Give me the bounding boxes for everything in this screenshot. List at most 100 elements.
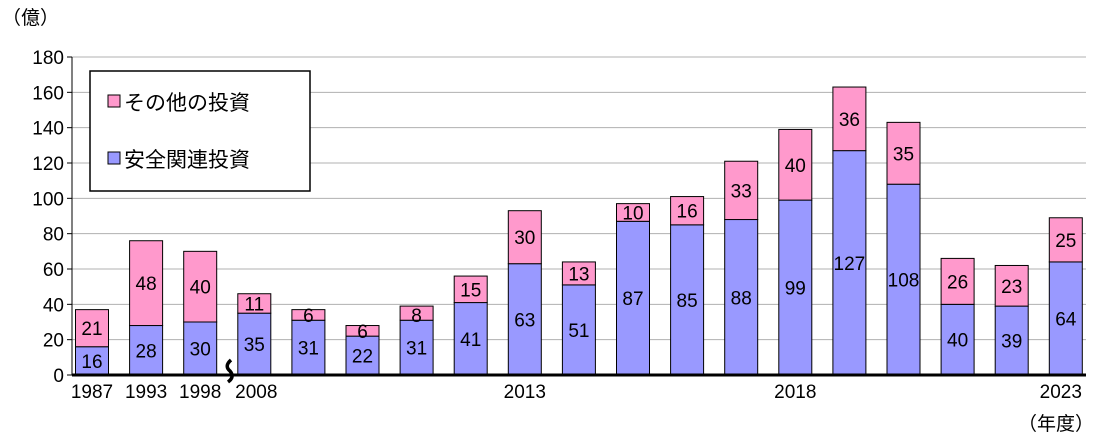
x-tick-label: 2023 bbox=[1040, 382, 1082, 403]
value-label-other: 16 bbox=[677, 202, 698, 223]
x-tick-label: 2018 bbox=[774, 382, 816, 403]
value-label-safety: 16 bbox=[81, 352, 102, 373]
value-label-safety: 31 bbox=[298, 339, 319, 360]
bar-safety-2011 bbox=[399, 319, 434, 376]
value-label-other: 23 bbox=[1001, 277, 1022, 298]
bar-safety-2017 bbox=[724, 219, 759, 376]
value-label-other: 13 bbox=[568, 264, 589, 285]
value-label-safety: 88 bbox=[731, 288, 752, 309]
bar-other-1998 bbox=[183, 250, 218, 323]
legend-swatch-other bbox=[107, 94, 121, 108]
value-label-safety: 31 bbox=[406, 339, 427, 360]
y-tick-label: 80 bbox=[43, 225, 64, 246]
bar-other-2015 bbox=[616, 203, 650, 222]
y-tick-label: 100 bbox=[32, 189, 64, 210]
bar-other-2011 bbox=[399, 305, 434, 321]
bar-other-2014 bbox=[561, 261, 596, 286]
value-label-safety: 63 bbox=[514, 310, 535, 331]
value-label-safety: 87 bbox=[622, 289, 643, 310]
value-label-safety: 39 bbox=[1001, 332, 1022, 353]
bar-other-2018 bbox=[778, 128, 813, 201]
bar-safety-2021 bbox=[940, 303, 975, 376]
bar-other-2017 bbox=[724, 160, 759, 221]
bar-safety-2009 bbox=[291, 319, 326, 376]
y-tick-label: 40 bbox=[43, 295, 64, 316]
y-tick-label: 60 bbox=[43, 260, 64, 281]
legend-label-safety: 安全関連投資 bbox=[124, 148, 250, 172]
bar-other-2022 bbox=[994, 264, 1029, 307]
value-label-other: 30 bbox=[514, 228, 535, 249]
legend-box bbox=[89, 70, 311, 192]
legend: その他の投資 安全関連投資 bbox=[89, 70, 311, 192]
value-label-other: 15 bbox=[460, 280, 481, 301]
y-tick-label: 120 bbox=[32, 154, 64, 175]
value-label-safety: 64 bbox=[1055, 309, 1077, 330]
bar-safety-2014 bbox=[561, 284, 596, 376]
value-label-other: 11 bbox=[244, 294, 264, 315]
value-label-other: 8 bbox=[411, 306, 422, 327]
y-axis-unit-label: （億） bbox=[2, 7, 59, 29]
bar-safety-2018 bbox=[778, 199, 813, 376]
x-axis-ticks: 1987 1993 1998 2008 2013 2018 2023 bbox=[71, 382, 1082, 403]
value-label-safety: 30 bbox=[190, 340, 211, 361]
value-label-other: 10 bbox=[622, 203, 643, 224]
x-tick-label: 1987 bbox=[71, 382, 113, 403]
x-tick-label: 1993 bbox=[125, 382, 167, 403]
value-label-other: 35 bbox=[893, 144, 914, 165]
value-label-safety: 28 bbox=[136, 341, 157, 362]
y-tick-label: 20 bbox=[43, 331, 64, 352]
bar-safety-2010 bbox=[345, 335, 380, 376]
bar-other-2010 bbox=[345, 325, 380, 337]
bar-other-2013 bbox=[507, 210, 542, 265]
value-label-safety: 85 bbox=[677, 291, 698, 312]
value-label-other: 25 bbox=[1055, 231, 1076, 252]
value-label-safety: 22 bbox=[352, 347, 373, 368]
legend-label-other: その他の投資 bbox=[124, 91, 250, 115]
value-label-safety: 108 bbox=[888, 271, 920, 292]
value-label-other: 21 bbox=[81, 319, 102, 340]
bar-safety-2015 bbox=[616, 220, 650, 376]
bar-other-2008 bbox=[237, 293, 272, 314]
value-label-safety: 35 bbox=[244, 335, 265, 356]
y-axis-ticks: 0 20 40 60 80 100 120 140 160 180 bbox=[32, 48, 73, 387]
bar-other-1987 bbox=[75, 309, 109, 348]
value-label-other: 40 bbox=[190, 278, 211, 299]
bar-safety-2023 bbox=[1048, 261, 1083, 376]
value-label-safety: 99 bbox=[785, 279, 806, 300]
x-tick-label: 2008 bbox=[235, 382, 277, 403]
y-tick-label: 0 bbox=[53, 366, 64, 387]
y-tick-label: 140 bbox=[32, 119, 64, 140]
x-tick-label: 1998 bbox=[179, 382, 221, 403]
value-label-safety: 51 bbox=[568, 321, 589, 342]
bar-other-2012 bbox=[453, 275, 488, 304]
bar-other-2019 bbox=[832, 86, 867, 152]
bar-safety-1998 bbox=[183, 321, 218, 376]
value-label-other: 26 bbox=[947, 272, 968, 293]
value-label-other: 48 bbox=[136, 274, 157, 295]
value-label-safety: 41 bbox=[460, 330, 481, 351]
value-label-safety: 127 bbox=[834, 254, 866, 275]
y-tick-label: 160 bbox=[32, 83, 64, 104]
legend-swatch-safety bbox=[107, 151, 121, 165]
value-label-safety: 40 bbox=[947, 331, 968, 352]
value-label-other: 33 bbox=[731, 181, 752, 202]
bar-safety-1993 bbox=[129, 325, 164, 376]
bar-other-2023 bbox=[1048, 217, 1083, 263]
y-tick-label: 180 bbox=[32, 48, 64, 69]
x-tick-label: 2013 bbox=[504, 382, 546, 403]
x-axis-unit-label: （年度） bbox=[1018, 413, 1094, 435]
axis-break-mark bbox=[225, 358, 234, 384]
value-label-other: 6 bbox=[357, 322, 368, 343]
value-label-other: 6 bbox=[303, 306, 314, 327]
value-label-other: 40 bbox=[785, 156, 806, 177]
bar-other-1993 bbox=[129, 240, 164, 327]
bar-other-2021 bbox=[940, 257, 975, 305]
value-label-other: 36 bbox=[839, 110, 860, 131]
bar-safety-2012 bbox=[453, 302, 488, 376]
bar-other-2020 bbox=[886, 121, 921, 185]
bar-other-2009 bbox=[291, 309, 326, 321]
bar-other-2016 bbox=[670, 196, 705, 226]
bar-safety-2020 bbox=[886, 183, 921, 376]
bar-safety-2016 bbox=[670, 224, 705, 376]
